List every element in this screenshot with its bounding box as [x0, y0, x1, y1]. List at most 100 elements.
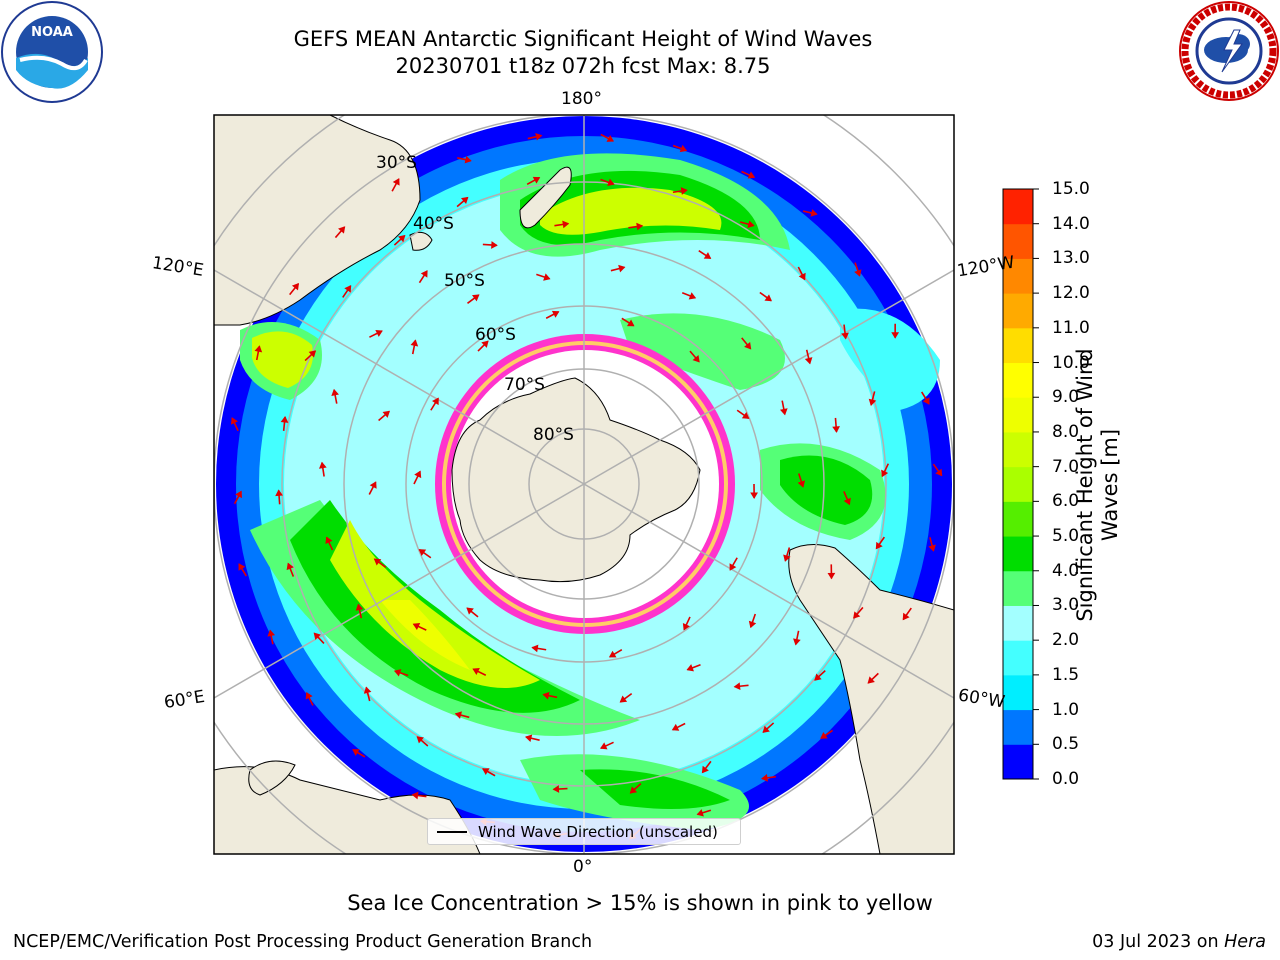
- colorbar-bin: [1003, 536, 1033, 572]
- legend-label: Wind Wave Direction (unscaled): [478, 823, 718, 841]
- wind-arrow-head: [854, 269, 862, 277]
- colorbar-tick-label: 12.0: [1052, 283, 1090, 304]
- colorbar-bin: [1003, 570, 1033, 606]
- colorbar-tick-label: 0.5: [1052, 734, 1080, 755]
- wind-arrow-head: [344, 285, 352, 293]
- colorbar-tick-label: 0.0: [1052, 769, 1080, 789]
- wind-arrow-head: [686, 664, 694, 672]
- graticule: [214, 115, 954, 854]
- wind-arrow-head: [832, 426, 840, 433]
- wind-arrow-head: [701, 765, 709, 774]
- wind-arrow-head: [398, 234, 406, 243]
- chart-title: GEFS MEAN Antarctic Significant Height o…: [293, 27, 873, 51]
- footer-credit: NCEP/EMC/Verification Post Processing Pr…: [13, 932, 593, 952]
- wind-arrow-head: [804, 357, 813, 365]
- wind-arrow-head: [418, 549, 427, 557]
- colorbar-tick-label: 1.5: [1052, 664, 1080, 685]
- wind-arrow-head: [535, 132, 543, 141]
- wind-arrow-head: [671, 723, 680, 731]
- wind-arrow-head: [607, 178, 615, 186]
- wind-arrow-head: [618, 264, 626, 273]
- wind-arrow-head: [525, 734, 533, 743]
- wind-arrow-head: [552, 785, 560, 793]
- tasmania: [409, 231, 433, 251]
- colorbar-tick-label: 9.0: [1052, 387, 1080, 408]
- wind-arrow-head: [291, 282, 300, 291]
- wind-arrow-head: [464, 155, 472, 164]
- wind-arrow-head: [471, 294, 480, 302]
- wind-arrow-head: [432, 397, 439, 406]
- colorbar-bin: [1003, 431, 1033, 468]
- wind-arrow-head: [779, 408, 788, 416]
- colorbar-bin: [1003, 674, 1033, 711]
- wind-arrow-head: [928, 544, 936, 552]
- wind-arrow-head: [748, 620, 757, 629]
- wind-arrow-head: [275, 489, 283, 497]
- colorbar-bin: [1003, 223, 1033, 259]
- wind-arrow-head: [744, 341, 752, 350]
- colorbar-title-line2: Waves [m]: [1098, 428, 1122, 542]
- colorbar-tick-label: 1.0: [1052, 699, 1080, 720]
- colorbar-bin: [1003, 605, 1033, 641]
- wind-arrow-head: [606, 135, 614, 142]
- wind-arrow-head: [867, 676, 875, 684]
- wind-arrow-head: [891, 332, 900, 339]
- colorbar-tick-label: 5.0: [1052, 526, 1080, 547]
- wind-arrow-head: [280, 415, 289, 423]
- wind-arrow-head: [636, 222, 644, 231]
- colorbar-tick-label: 7.0: [1052, 456, 1080, 477]
- wind-arrow-head: [608, 650, 617, 658]
- colorbar-tick-label: 4.0: [1052, 560, 1080, 581]
- lon-label-180: 180°: [561, 89, 602, 109]
- wind-arrow-head: [235, 490, 242, 499]
- wind-arrow-head: [562, 220, 570, 229]
- wind-arrow-head: [238, 563, 246, 571]
- colorbar-bin: [1003, 258, 1033, 294]
- wind-arrow-head: [820, 731, 828, 739]
- wind-arrow-head: [747, 220, 755, 228]
- footer-date-text: 03 Jul 2023 on: [1092, 932, 1219, 952]
- lat-label-30s: 30°S: [376, 153, 417, 173]
- wind-arrow-head: [355, 603, 364, 611]
- wind-arrow-head: [692, 355, 700, 363]
- colorbar-title-line1: Significant Height of Wind: [1073, 348, 1097, 622]
- wind-arrow-head: [414, 470, 422, 479]
- colorbar-bin: [1003, 397, 1033, 433]
- lat-label-50s: 50°S: [444, 271, 485, 291]
- colorbar-bin: [1003, 327, 1033, 364]
- colorbar-bin: [1003, 744, 1033, 780]
- wind-arrow-head: [680, 187, 688, 195]
- wind-arrow-head: [363, 686, 372, 694]
- colorbar-tick-label: 6.0: [1052, 491, 1080, 512]
- chart-subtitle: 20230701 t18z 072h fcst Max: 8.75: [395, 54, 771, 78]
- legend-line-swatch: [437, 831, 467, 833]
- wind-arrow-head: [626, 319, 635, 327]
- colorbar-frame: [1002, 188, 1034, 780]
- noaa-logo: NOAA: [1, 1, 103, 103]
- wind-arrow-head: [902, 612, 910, 621]
- wind-arrow-head: [286, 562, 294, 571]
- colorbar-bin: [1003, 501, 1033, 537]
- wind-arrow-head: [881, 469, 889, 478]
- wind-arrow-head: [875, 541, 883, 550]
- wind-arrow-head: [491, 241, 498, 249]
- wind-arrow-head: [466, 607, 474, 615]
- wind-direction-arrows: [230, 132, 943, 840]
- wind-arrow-head: [814, 673, 822, 681]
- colorbar-bin: [1003, 362, 1033, 398]
- wind-arrow-head: [935, 468, 943, 477]
- wind-arrow-head: [793, 638, 801, 646]
- footer-date: 03 Jul 2023 on Hera: [1092, 932, 1266, 952]
- wind-arrow-head: [729, 563, 737, 571]
- colorbar-bin: [1003, 293, 1033, 329]
- wind-arrow-head: [733, 682, 741, 691]
- wind-arrow-head: [750, 492, 758, 499]
- wind-arrow-head: [532, 176, 541, 184]
- wind-arrow-head: [783, 554, 791, 562]
- wind-arrow-head: [420, 270, 428, 278]
- colorbar-tick-label: 13.0: [1052, 248, 1090, 269]
- wind-arrow-head: [747, 171, 756, 179]
- nws-logo: [1179, 1, 1279, 101]
- wind-arrow-head: [375, 329, 383, 337]
- wind-arrow-head: [868, 398, 877, 406]
